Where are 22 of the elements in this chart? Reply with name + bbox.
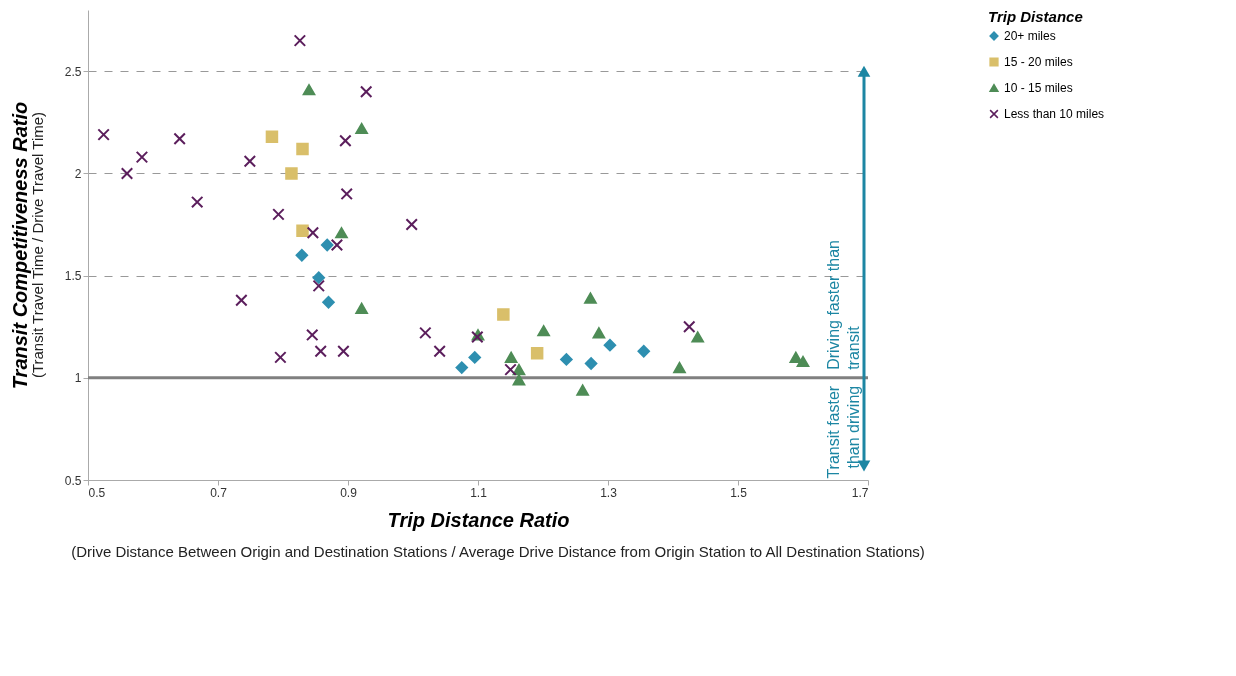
x-tick-label: 1.1 (470, 485, 488, 500)
y-tick-label: 0.5 (64, 473, 82, 488)
y-tick-label: 1 (74, 371, 82, 386)
text: (Drive Distance Between Origin and Destination Stations / Average Drive Distance from Origin Station to All Destination Stations) (71, 543, 925, 560)
legend-label: 10 - 15 miles (1004, 81, 1073, 95)
legend-label: 15 - 20 miles (1004, 55, 1073, 69)
x-tick-label: 1.7 (851, 485, 869, 500)
annotation: Driving faster than transit (825, 239, 862, 370)
x-axis-title: Trip Distance Ratio (387, 508, 570, 531)
y-axis-title: Transit Competitiveness Ratio (8, 101, 31, 390)
y-tick-label: 1.5 (64, 269, 82, 284)
legend-label: 20+ miles (1004, 29, 1056, 43)
x-tick-label: 1.5 (730, 485, 748, 500)
x-tick-label: 0.9 (340, 485, 358, 500)
y-tick-label: 2.5 (64, 64, 82, 79)
x-tick-label: 1.3 (600, 485, 618, 500)
y-tick-label: 2 (74, 166, 82, 181)
legend-label: Less than 10 miles (1004, 107, 1105, 121)
x-tick-label: 0.7 (210, 485, 228, 500)
annotation: Transit faster than driving (825, 385, 862, 479)
legend-title: Trip Distance (988, 8, 1083, 25)
x-tick-label: 0.5 (88, 485, 106, 500)
